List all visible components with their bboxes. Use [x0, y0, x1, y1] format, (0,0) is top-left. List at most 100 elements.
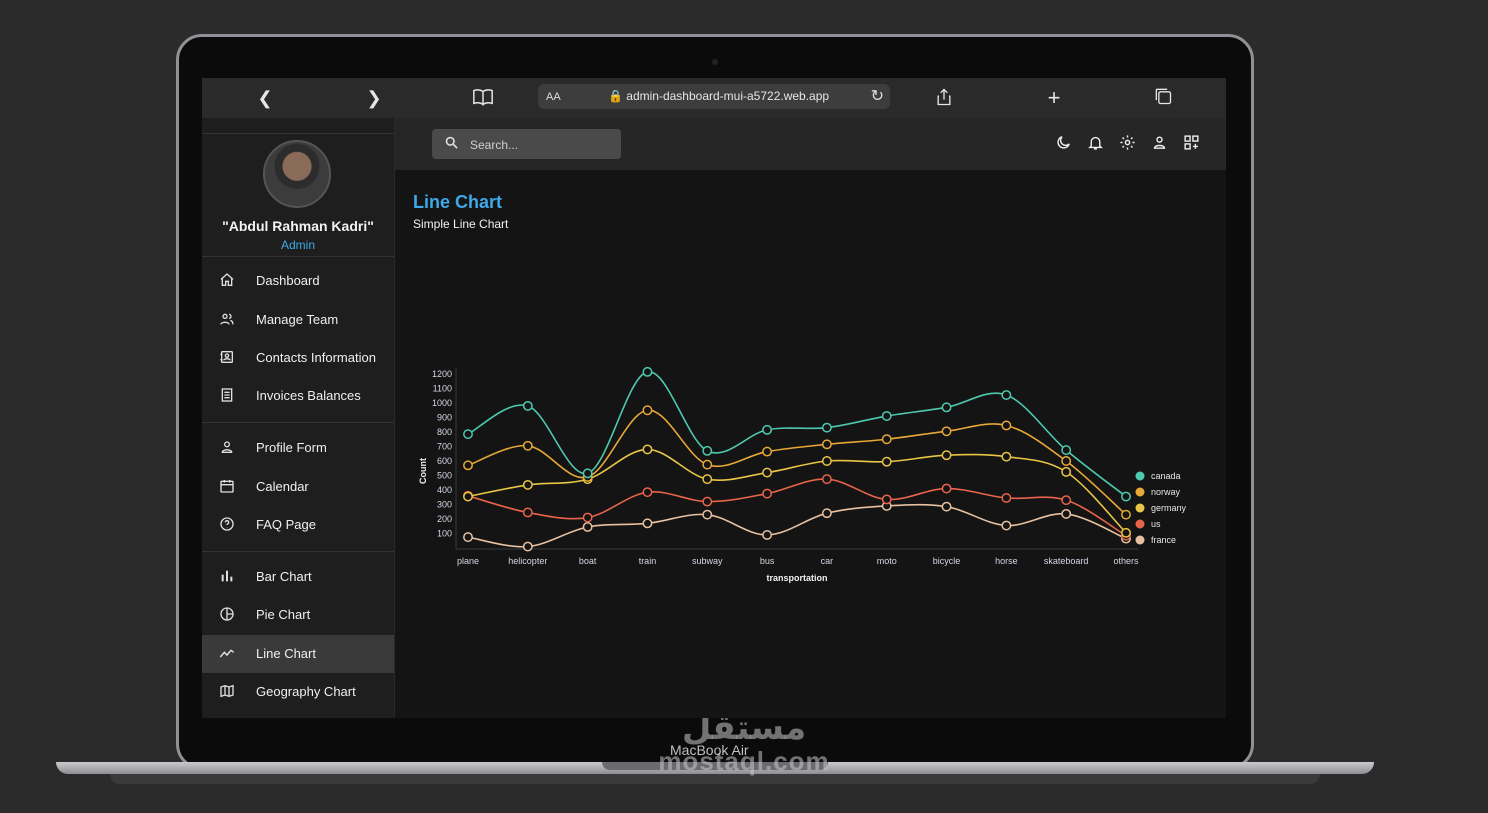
data-point-france: [821, 508, 832, 519]
sidebar-item-geography-chart[interactable]: Geography Chart: [202, 673, 394, 711]
sidebar-item-calendar[interactable]: Calendar: [202, 468, 394, 506]
data-point-france: [582, 522, 593, 532]
y-axis-label: Count: [418, 458, 428, 484]
new-tab-icon[interactable]: +: [1047, 85, 1061, 110]
x-tick-label: horse: [995, 556, 1018, 566]
legend-label-us: us: [1151, 519, 1161, 529]
user-name: "Abdul Rahman Kadri": [222, 218, 374, 234]
data-point-germany: [881, 456, 892, 467]
share-icon[interactable]: [932, 86, 956, 110]
data-point-us: [702, 496, 713, 507]
dark-mode-icon[interactable]: [1053, 134, 1073, 154]
reader-aa-button[interactable]: AA: [546, 91, 561, 103]
data-point-us: [1061, 495, 1072, 506]
data-point-norway: [1121, 509, 1131, 520]
data-point-canada: [463, 429, 473, 440]
sidebar-item-label: Manage Team: [256, 312, 339, 327]
series-line-germany: [467, 448, 1127, 534]
y-tick-label: 900: [437, 413, 452, 423]
data-point-germany: [1001, 451, 1012, 462]
reload-icon[interactable]: ↻: [870, 88, 884, 105]
data-point-canada: [522, 400, 533, 411]
data-point-canada: [582, 468, 593, 479]
x-tick-label: plane: [457, 556, 479, 566]
y-tick-label: 500: [437, 471, 452, 481]
sidebar-item-profile-form[interactable]: Profile Form: [202, 429, 394, 467]
data-point-france: [702, 509, 713, 520]
sidebar-item-invoices[interactable]: Invoices Balances: [202, 377, 394, 415]
forward-icon[interactable]: ❯: [366, 88, 382, 108]
data-point-germany: [522, 479, 533, 490]
bar-chart-icon: [218, 568, 236, 586]
sidebar-item-faq[interactable]: FAQ Page: [202, 506, 394, 544]
y-tick-label: 400: [437, 485, 452, 495]
y-tick-label: 200: [437, 514, 452, 524]
y-tick-label: 300: [437, 500, 452, 510]
sidebar-item-label: Calendar: [256, 479, 309, 494]
back-icon[interactable]: ❮: [257, 88, 273, 108]
sidebar-item-label: Profile Form: [256, 440, 327, 455]
sidebar-item-contacts[interactable]: Contacts Information: [202, 339, 394, 377]
data-point-france: [1001, 520, 1012, 531]
line-chart: 100 200 300 400 500 600 700 800 900 1000 1100 1200 p…: [418, 366, 1187, 583]
line-chart-icon: [218, 645, 236, 663]
legend-label-france: france: [1151, 535, 1176, 545]
sidebar-item-pie-chart[interactable]: Pie Chart: [202, 596, 394, 634]
people-icon: [218, 311, 236, 329]
profile-icon[interactable]: [1149, 134, 1169, 154]
data-point-norway: [821, 439, 832, 450]
sidebar-item-manage-team[interactable]: Manage Team: [202, 301, 394, 339]
data-point-canada: [881, 411, 892, 422]
legend-swatch-germany: [1135, 503, 1145, 513]
data-point-france: [522, 541, 533, 552]
url-value: admin-dashboard-mui-a5722.web.app: [626, 89, 830, 103]
apps-add-icon[interactable]: [1181, 134, 1201, 154]
calendar-icon: [218, 478, 236, 496]
data-point-norway: [522, 440, 533, 451]
series-line-norway: [467, 409, 1127, 516]
data-point-canada: [762, 424, 773, 435]
sidebar-item-bar-chart[interactable]: Bar Chart: [202, 558, 394, 596]
sidebar-item-line-chart[interactable]: Line Chart: [202, 635, 394, 673]
search-icon[interactable]: [444, 135, 459, 154]
sidebar-item-dashboard[interactable]: Dashboard: [202, 262, 394, 300]
address-bar[interactable]: AA 🔒 admin-dashboard-mui-a5722.web.app ↻: [538, 84, 890, 109]
page-title: Line Chart: [413, 192, 503, 212]
data-point-norway: [463, 460, 473, 471]
data-point-us: [642, 487, 653, 498]
watermark-latin: mostaql.com: [658, 746, 830, 776]
data-point-canada: [702, 445, 713, 456]
tabs-icon[interactable]: [1151, 86, 1175, 110]
data-point-us: [1001, 493, 1012, 503]
data-point-canada: [941, 402, 952, 413]
x-tick-label: bus: [760, 556, 775, 566]
y-tick-label: 100: [437, 529, 452, 539]
series-line-us: [467, 478, 1127, 537]
sidebar-item-label: FAQ Page: [256, 517, 316, 532]
search-input[interactable]: [468, 135, 617, 155]
pie-chart-icon: [218, 606, 236, 624]
sidebar-divider: [202, 256, 394, 257]
sidebar-item-label: Bar Chart: [256, 569, 312, 584]
legend-swatch-us: [1135, 519, 1145, 529]
browser-toolbar: ❮ ❯ AA 🔒 admin-dashboard-mui-a5722.web.a…: [202, 78, 1226, 118]
search-box: [432, 129, 621, 159]
y-tick-label: 1100: [433, 384, 452, 394]
receipt-icon: [218, 387, 236, 405]
camera: [712, 59, 718, 65]
data-point-canada: [1001, 390, 1012, 400]
data-point-canada: [1121, 491, 1131, 502]
data-point-france: [642, 518, 653, 529]
y-tick-label: 600: [437, 456, 452, 466]
device-label: MacBook Air: [670, 742, 749, 758]
data-point-norway: [702, 459, 713, 470]
settings-gear-icon[interactable]: [1117, 134, 1137, 154]
x-tick-label: moto: [877, 556, 897, 566]
notifications-icon[interactable]: [1085, 134, 1105, 154]
bookmarks-icon[interactable]: [471, 86, 495, 110]
legend-label-norway: norway: [1151, 487, 1181, 497]
x-tick-label: helicopter: [508, 556, 547, 566]
y-tick-label: 800: [437, 427, 452, 437]
data-point-us: [821, 474, 832, 485]
x-tick-label: subway: [692, 556, 723, 566]
